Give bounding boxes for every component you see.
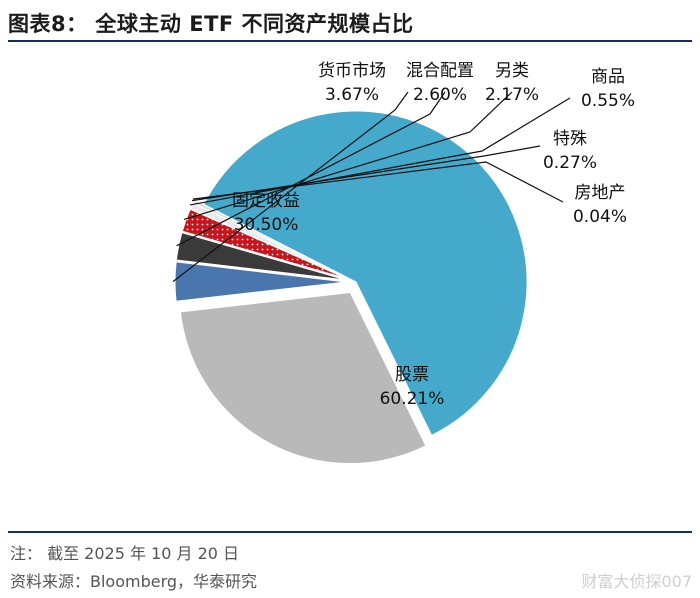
slice-5-name-label: 商品	[591, 67, 625, 87]
slice-1-value-label: 30.50%	[234, 215, 299, 235]
slice-1-name-label: 固定收益	[232, 191, 300, 211]
bottom-rule	[8, 531, 692, 533]
slice-0-value-label: 60.21%	[380, 389, 445, 409]
slice-5-value-label: 0.55%	[581, 91, 635, 111]
slice-3-name-label: 混合配置	[406, 61, 474, 81]
slice-6-name-label: 特殊	[553, 129, 587, 149]
slice-6-leader-line	[191, 145, 541, 202]
slice-0-股票	[202, 110, 528, 437]
slice-2-name-label: 货币市场	[318, 61, 386, 81]
slice-2-货币市场	[174, 261, 347, 302]
slice-3-value-label: 2.60%	[413, 85, 467, 105]
slice-3-leader-line	[176, 91, 446, 247]
slice-0-name-label: 股票	[395, 365, 429, 385]
slice-4-另类	[181, 208, 347, 280]
slice-7-leader-line	[192, 161, 564, 203]
pie-chart: 股票 60.21% 固定收益 30.50% 货币市场 3.67% 混合配置 2.60% 另类 2.…	[172, 61, 635, 464]
slice-7-name-label: 房地产	[575, 183, 626, 203]
slice-6-value-label: 0.27%	[543, 153, 597, 173]
top-rule	[8, 40, 692, 42]
slice-3-混合配置	[175, 232, 347, 281]
slice-4-value-label: 2.17%	[485, 85, 539, 105]
footnote: 注： 截至 2025 年 10 月 20 日	[10, 544, 240, 563]
source-note: 资料来源：Bloomberg，华泰研究	[10, 572, 258, 591]
slice-7-value-label: 0.04%	[573, 207, 627, 227]
figure-title: 图表8： 全球主动 ETF 不同资产规模占比	[8, 12, 414, 36]
slice-2-leader-line	[172, 91, 409, 283]
slice-1-固定收益	[179, 291, 427, 464]
slice-4-name-label: 另类	[495, 61, 529, 81]
slice-2-value-label: 3.67%	[325, 85, 379, 105]
slice-4-leader-line	[183, 91, 513, 220]
watermark: 财富大侦探007	[581, 572, 692, 591]
